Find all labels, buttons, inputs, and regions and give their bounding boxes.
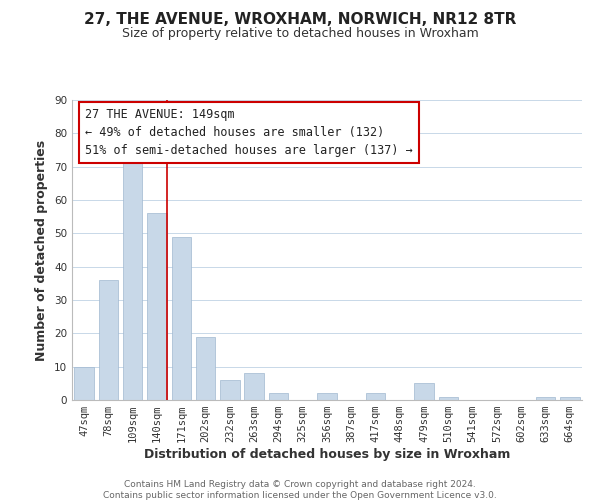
Bar <box>415 384 434 400</box>
Text: 27 THE AVENUE: 149sqm
← 49% of detached houses are smaller (132)
51% of semi-det: 27 THE AVENUE: 149sqm ← 49% of detached … <box>85 108 413 158</box>
Bar <box>99 280 118 400</box>
Bar <box>536 396 555 400</box>
Bar <box>317 394 337 400</box>
Text: Contains HM Land Registry data © Crown copyright and database right 2024.: Contains HM Land Registry data © Crown c… <box>124 480 476 489</box>
Bar <box>269 394 288 400</box>
Text: Contains public sector information licensed under the Open Government Licence v3: Contains public sector information licen… <box>103 491 497 500</box>
Bar <box>439 396 458 400</box>
Text: 27, THE AVENUE, WROXHAM, NORWICH, NR12 8TR: 27, THE AVENUE, WROXHAM, NORWICH, NR12 8… <box>84 12 516 28</box>
X-axis label: Distribution of detached houses by size in Wroxham: Distribution of detached houses by size … <box>144 448 510 461</box>
Bar <box>220 380 239 400</box>
Bar <box>74 366 94 400</box>
Bar <box>196 336 215 400</box>
Bar <box>123 154 142 400</box>
Bar <box>147 214 167 400</box>
Y-axis label: Number of detached properties: Number of detached properties <box>35 140 49 360</box>
Bar <box>366 394 385 400</box>
Bar <box>244 374 264 400</box>
Bar <box>560 396 580 400</box>
Text: Size of property relative to detached houses in Wroxham: Size of property relative to detached ho… <box>122 28 478 40</box>
Bar <box>172 236 191 400</box>
